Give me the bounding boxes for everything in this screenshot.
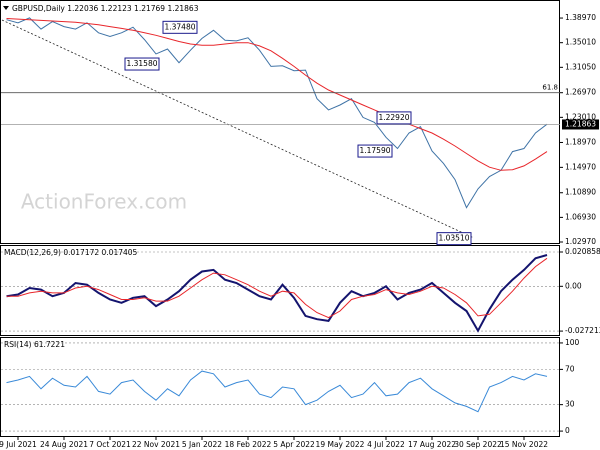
x-tick-label: 7 Oct 2021 <box>89 440 131 449</box>
x-tick-label: 30 Sep 2022 <box>454 440 502 449</box>
y-tick-label: 0.00 <box>565 281 582 290</box>
price-annotation-box <box>124 57 160 71</box>
last-price-box <box>562 119 599 130</box>
price-annotation-box <box>376 111 412 125</box>
y-tick-label: 1.35010 <box>565 38 596 47</box>
y-tick-label: 1.18970 <box>565 137 596 146</box>
price-annotation-box <box>162 20 198 34</box>
series-line <box>6 18 548 171</box>
y-tick-label: 1.02970 <box>565 237 596 246</box>
macd-panel-frame <box>0 245 560 336</box>
price-annotation-label: 1.22920 <box>378 113 409 122</box>
trendline <box>1 19 475 239</box>
x-tick-label: 17 Aug 2022 <box>408 440 456 449</box>
price-annotation-label: 1.03510 <box>438 234 469 243</box>
y-tick-label: 70 <box>565 364 575 373</box>
fib-level-label: 61.8 <box>542 84 558 92</box>
x-tick-label: 5 Jan 2022 <box>182 440 222 449</box>
rsi-title: RSI(14) 61.7221 <box>4 340 65 349</box>
x-tick-label: 15 Nov 2022 <box>500 440 548 449</box>
price-panel-frame <box>0 0 560 244</box>
y-tick-label: 1.38970 <box>565 13 596 22</box>
x-tick-label: 4 Jul 2022 <box>367 440 405 449</box>
y-tick-label: 1.26970 <box>565 88 596 97</box>
y-tick-label: 0 <box>565 426 570 435</box>
price-title: GBPUSD,Daily 1.22036 1.22123 1.21769 1.2… <box>12 4 199 13</box>
x-tick-label: 22 Nov 2021 <box>132 440 180 449</box>
last-price-label: 1.21863 <box>565 119 596 128</box>
y-tick-label: 0.020858 <box>565 247 600 256</box>
x-tick-label: 24 Aug 2021 <box>40 440 88 449</box>
price-annotation-label: 1.37480 <box>164 22 195 31</box>
series-line <box>6 254 548 333</box>
rsi-panel-frame <box>0 337 560 437</box>
x-tick-label: 5 Apr 2022 <box>273 440 315 449</box>
macd-title: MACD(12,26,9) 0.017172 0.017405 <box>4 248 138 257</box>
y-tick-label: 1.23010 <box>565 112 596 121</box>
y-tick-label: 1.06930 <box>565 212 596 221</box>
price-annotation-box <box>436 232 472 246</box>
series-line <box>6 257 548 319</box>
y-tick-label: 100 <box>565 338 580 347</box>
x-tick-label: 19 May 2022 <box>316 440 365 449</box>
y-tick-label: 1.14970 <box>565 162 596 171</box>
y-tick-label: 1.31050 <box>565 62 596 71</box>
price-annotation-label: 1.17590 <box>359 146 390 155</box>
x-tick-label: 18 Feb 2022 <box>225 440 272 449</box>
y-tick-label: 1.10890 <box>565 188 596 197</box>
series-line <box>6 17 548 209</box>
price-annotation-box <box>357 144 393 158</box>
series-line <box>6 370 548 413</box>
y-tick-label: -0.027213 <box>565 326 600 335</box>
price-annotation-label: 1.31580 <box>126 59 157 68</box>
collapse-icon <box>3 6 9 10</box>
watermark: ActionForex.com <box>21 190 187 214</box>
x-tick-label: 9 Jul 2021 <box>0 440 37 449</box>
y-tick-label: 30 <box>565 400 575 409</box>
